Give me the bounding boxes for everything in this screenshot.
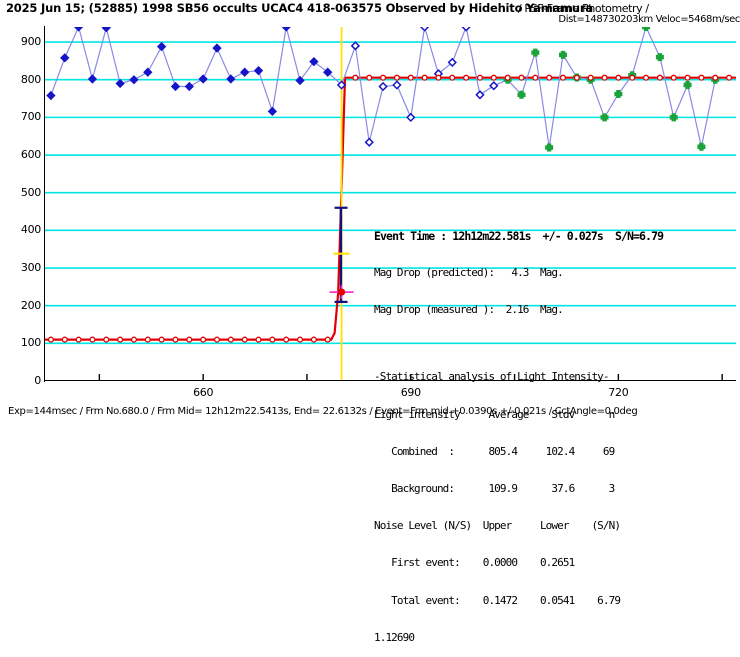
stats-noise-header: Noise Level (N/S) Upper Lower (S/N) <box>374 519 621 533</box>
stats-spacer <box>374 341 736 346</box>
event-cross-marker <box>329 285 354 300</box>
photometry-method-label: / PSF-Frame Photometry / <box>518 2 649 15</box>
data-point <box>655 53 664 62</box>
y-tick-label-200: 200 <box>20 298 41 312</box>
light-curve-svg <box>44 27 736 381</box>
data-point <box>475 90 485 100</box>
stats-row-first-event: First event: 0.0000 0.2651 <box>374 556 575 570</box>
x-axis-line <box>44 380 736 382</box>
y-tick-label-0: 0 <box>34 374 41 387</box>
mag-drop-predicted-unit: Mag. <box>539 266 564 280</box>
y-tick-label-600: 600 <box>20 148 41 162</box>
y-tick-label-400: 400 <box>20 223 41 237</box>
data-point <box>683 80 692 89</box>
x-axis-ticks <box>98 374 723 381</box>
light-curve-plot[interactable] <box>44 27 736 381</box>
model-marker-points <box>47 74 733 343</box>
data-point <box>46 90 56 101</box>
data-point <box>392 80 402 90</box>
page-title: 2025 Jun 15; (52885) 1998 SB56 occults U… <box>6 1 593 15</box>
data-point <box>184 81 194 92</box>
stats-row-combined: Combined : 805.4 102.4 69 <box>374 444 615 458</box>
data-point <box>281 27 291 32</box>
y-tick-label-900: 900 <box>20 35 41 49</box>
stats-section-title: -Statistical analysis of Light Intensity… <box>374 370 610 384</box>
mag-drop-measured-value: 2.16 <box>505 303 530 317</box>
data-point <box>240 67 250 77</box>
stats-row-background: Background: 109.9 37.6 3 <box>374 481 615 495</box>
data-point <box>323 67 333 77</box>
data-point <box>115 78 125 89</box>
data-point <box>336 80 347 90</box>
mag-drop-predicted-row: Mag Drop (predicted): 4.3 Mag. <box>374 266 736 280</box>
grid-lines <box>44 41 736 345</box>
data-point <box>73 27 84 32</box>
data-point <box>60 53 70 63</box>
data-point <box>669 113 678 122</box>
y-axis-tick-labels: 0 100 200 300 400 500 600 700 800 900 <box>0 0 41 425</box>
data-point <box>531 48 540 57</box>
data-point <box>378 81 388 92</box>
data-point <box>212 43 222 53</box>
data-point <box>87 74 98 84</box>
data-point <box>559 50 567 59</box>
data-point <box>419 27 430 32</box>
data-point <box>253 66 264 76</box>
data-point <box>143 67 153 77</box>
y-tick-label-100: 100 <box>20 336 41 350</box>
y-axis-line <box>44 26 46 382</box>
data-point <box>489 81 499 91</box>
mag-drop-predicted-value: 4.3 <box>511 266 529 280</box>
frame-info-footer: Exp=144msec / Frm No.680.0 / Frm Mid= 12… <box>8 406 638 417</box>
data-point <box>170 81 181 92</box>
data-point <box>226 74 236 84</box>
data-point <box>267 106 278 117</box>
data-point <box>129 75 139 85</box>
data-point <box>156 41 167 52</box>
x-tick-label-660: 660 <box>193 386 214 399</box>
stats-trailing-value: 1.12690 <box>374 630 415 644</box>
stats-table-header: Light intensity Average Stdv n <box>374 407 615 421</box>
data-point <box>350 41 361 51</box>
y-tick-label-700: 700 <box>20 110 41 124</box>
y-tick-label-800: 800 <box>20 72 41 86</box>
data-point <box>364 137 374 147</box>
data-point <box>600 113 609 122</box>
data-point <box>295 75 305 86</box>
stats-row-total-event: Total event: 0.1472 0.0541 6.79 <box>374 593 621 607</box>
data-point <box>101 27 111 33</box>
data-point <box>614 90 623 99</box>
mag-drop-measured-label: Mag Drop (measured ): <box>374 303 495 317</box>
distance-velocity-label: Dist=148730203km Veloc=5468m/sec <box>558 14 740 25</box>
mag-drop-predicted-label: Mag Drop (predicted): <box>374 266 495 280</box>
mag-drop-measured-unit: Mag. <box>539 303 564 317</box>
data-point <box>697 142 706 151</box>
x-tick-label-720: 720 <box>608 386 629 399</box>
event-time-line: Event Time : 12h12m22.581s +/- 0.027s S/… <box>374 228 664 243</box>
data-point <box>461 27 471 32</box>
mag-drop-measured-row: Mag Drop (measured ): 2.16 Mag. <box>374 304 736 316</box>
x-axis-tick-labels: 660 690 720 <box>193 386 629 399</box>
y-tick-label-300: 300 <box>20 261 41 275</box>
data-point <box>198 74 208 84</box>
data-points-pre-event <box>46 27 499 147</box>
statistics-panel: Event Time : 12h12m22.581s +/- 0.027s S/… <box>374 205 736 657</box>
x-tick-label-690: 690 <box>400 386 421 399</box>
data-point <box>642 27 651 31</box>
y-tick-label-500: 500 <box>20 185 41 199</box>
data-points-post-event <box>503 27 720 152</box>
data-point <box>309 56 319 67</box>
data-point <box>406 112 416 123</box>
data-point <box>545 143 554 152</box>
data-point <box>447 57 457 68</box>
data-point <box>517 90 526 99</box>
